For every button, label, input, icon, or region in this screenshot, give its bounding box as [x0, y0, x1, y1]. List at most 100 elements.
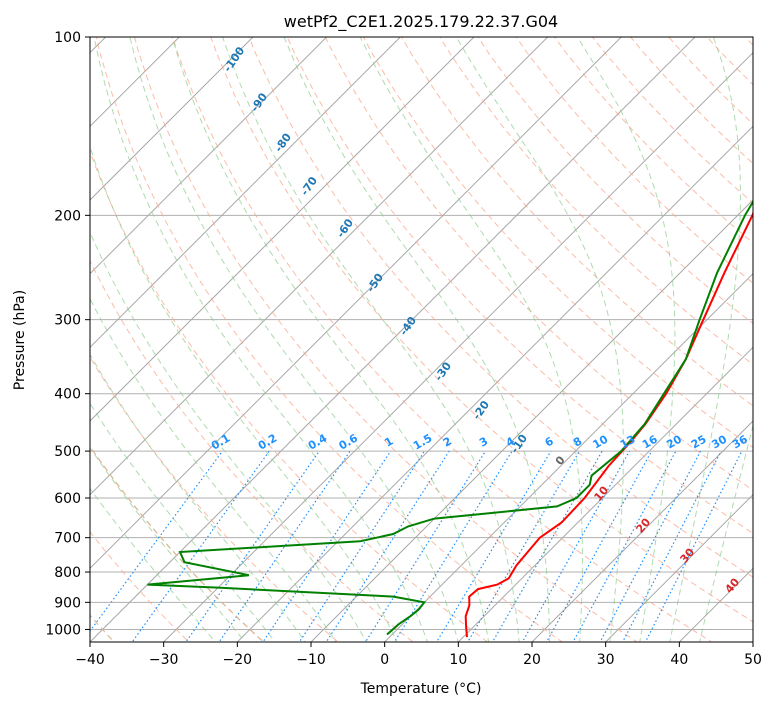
dry-adiabat-line: [172, 37, 713, 642]
dry-adiabat-line: [324, 37, 753, 491]
isotherm-line: [457, 346, 753, 642]
mixing-ratio-line: [491, 450, 603, 642]
x-tick-label: 20: [523, 652, 541, 668]
moist-adiabat-line: [90, 402, 276, 642]
dry-adiabat-line: [591, 37, 753, 204]
mixing-ratio-label: 10: [591, 432, 611, 451]
moist-adiabat-line: [90, 145, 398, 642]
dry-adiabat-line: [210, 37, 753, 623]
dry-adiabat-line: [90, 259, 414, 642]
x-tick-label: 30: [597, 652, 615, 668]
x-tick-label: 10: [449, 652, 467, 668]
mixing-ratio-line: [185, 450, 320, 642]
dry-adiabat-label: -100: [221, 44, 248, 74]
isotherm-line: [310, 199, 753, 642]
dry-adiabat-line: [95, 37, 564, 642]
temperature-profile-line: [464, 210, 753, 638]
moist-adiabat-line: [90, 297, 337, 642]
x-tick-label: −30: [149, 652, 179, 668]
y-tick-label: 100: [54, 30, 81, 46]
x-tick-label: 40: [670, 652, 688, 668]
mixing-ratio-label: 25: [689, 433, 709, 452]
isotherm-line: [531, 420, 753, 642]
mixing-ratio-line: [90, 450, 223, 633]
mixing-ratio-label: 20: [664, 432, 684, 451]
dry-adiabat-line: [286, 37, 753, 534]
moist-adiabat-line: [90, 353, 307, 642]
mixing-ratio-line: [262, 450, 392, 642]
mixing-ratio-line: [218, 450, 351, 642]
mixing-ratio-label: 2: [441, 435, 454, 450]
mixing-ratio-label: 1.5: [411, 432, 434, 453]
plot-frame: [89, 36, 754, 643]
dry-adiabat-label: -60: [334, 216, 356, 240]
mixing-ratio-label: 6: [543, 434, 556, 449]
dry-adiabat-line: [362, 37, 753, 449]
mixing-ratio-line: [644, 450, 743, 642]
moist-adiabat-line: [283, 37, 550, 642]
moist-adiabat-line: [129, 37, 459, 642]
y-tick-label: 200: [54, 208, 81, 224]
dry-adiabat-line: [90, 356, 339, 642]
moist-adiabat-line: [576, 37, 676, 642]
isotherm-line: [90, 37, 254, 201]
moist-adiabat-line: [699, 423, 753, 642]
y-tick-label: 700: [54, 531, 81, 547]
y-tick-label: 900: [54, 595, 81, 611]
dry-adiabat-line: [477, 37, 753, 325]
y-tick-label: 600: [54, 491, 81, 507]
isotherm-line: [90, 37, 402, 349]
moist-adiabat-label: 20: [633, 515, 653, 535]
dry-adiabat-line: [439, 37, 753, 365]
mixing-ratio-line: [621, 450, 722, 642]
isotherm-line: [90, 37, 549, 496]
mixing-ratio-line: [393, 450, 513, 642]
mixing-ratio-label: 8: [571, 435, 584, 450]
x-tick-label: −20: [223, 652, 253, 668]
mixing-ratio-label: 0.1: [209, 432, 232, 453]
dry-adiabat-line: [90, 531, 190, 642]
dry-adiabat-label: -80: [272, 131, 294, 155]
moist-adiabat-line: [90, 446, 246, 642]
x-tick-label: −10: [296, 652, 326, 668]
moist-adiabat-line: [90, 487, 216, 642]
isotherm-line: [90, 37, 696, 642]
mixing-ratio-label: 0.2: [256, 432, 279, 453]
x-tick-label: −40: [75, 652, 105, 668]
isotherm-line: [90, 37, 181, 128]
moist-adiabat-line: [222, 37, 520, 642]
dewpoint-profile-line: [147, 199, 753, 636]
axis-ticks: −40 −30 −20 −10 0 10 20 30 40 5010009008007006005…: [45, 30, 762, 668]
mixing-ratio-line: [131, 450, 270, 642]
y-tick-label: 500: [54, 444, 81, 460]
moist-adiabat-line: [171, 37, 490, 642]
dry-adiabat-line: [248, 37, 753, 578]
dry-adiabat-label: -30: [432, 359, 454, 383]
isotherm-line: [604, 493, 753, 642]
moist-adiabat-line: [669, 37, 741, 642]
moist-adiabat-label: 30: [677, 545, 697, 565]
moist-adiabat-label: 0: [553, 453, 568, 467]
dry-adiabat-line: [90, 445, 265, 642]
isotherm-line: [236, 125, 753, 642]
isotherm-line: [0, 10, 59, 654]
mixing-ratio-line: [545, 450, 653, 642]
y-tick-label: 800: [54, 565, 81, 581]
y-tick-label: 300: [54, 313, 81, 329]
dry-adiabat-label: -40: [397, 314, 419, 338]
dry-adiabat-line: [90, 150, 489, 642]
reference-curve: [90, 445, 265, 642]
data-series: [147, 199, 753, 638]
x-axis-label: Temperature (°C): [360, 681, 482, 697]
mixing-ratio-line: [325, 450, 450, 642]
x-tick-label: 0: [380, 652, 389, 668]
mixing-ratio-label: 16: [640, 432, 660, 451]
dry-adiabat-line: [744, 37, 753, 46]
moist-adiabat-line: [90, 230, 367, 642]
y-tick-label: 400: [54, 387, 81, 403]
dry-adiabat-label: -20: [470, 398, 492, 422]
mixing-ratio-line: [521, 450, 631, 642]
dry-adiabat-line: [133, 37, 638, 642]
isotherm-line: [752, 641, 753, 642]
